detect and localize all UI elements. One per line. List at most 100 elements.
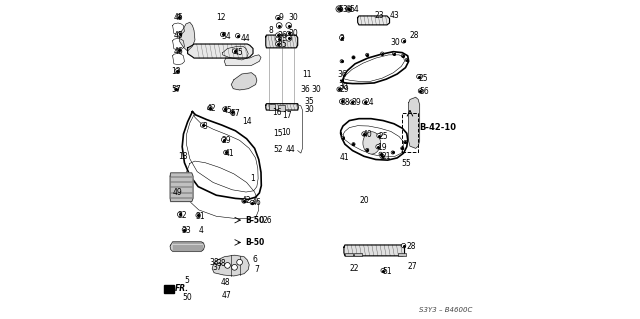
Text: 6: 6 bbox=[252, 256, 257, 264]
Text: B-42-10: B-42-10 bbox=[419, 123, 456, 132]
Text: 37: 37 bbox=[212, 263, 222, 272]
Polygon shape bbox=[266, 35, 298, 48]
Circle shape bbox=[340, 60, 343, 63]
Polygon shape bbox=[231, 73, 257, 90]
Circle shape bbox=[177, 48, 181, 53]
Text: 55: 55 bbox=[401, 159, 411, 168]
Text: 30: 30 bbox=[304, 105, 314, 114]
Text: 30: 30 bbox=[289, 13, 298, 22]
Circle shape bbox=[346, 6, 352, 12]
Circle shape bbox=[177, 212, 182, 217]
Circle shape bbox=[381, 52, 384, 55]
Ellipse shape bbox=[363, 132, 380, 154]
Circle shape bbox=[287, 31, 291, 36]
Text: 34: 34 bbox=[221, 32, 231, 41]
Circle shape bbox=[362, 100, 367, 104]
Text: 50: 50 bbox=[182, 293, 192, 302]
Circle shape bbox=[276, 23, 282, 28]
Circle shape bbox=[223, 150, 228, 155]
Circle shape bbox=[404, 140, 407, 144]
Text: 8: 8 bbox=[268, 26, 273, 35]
Text: 48: 48 bbox=[220, 278, 230, 287]
Text: 36: 36 bbox=[277, 31, 287, 40]
Text: 14: 14 bbox=[242, 117, 252, 126]
Circle shape bbox=[276, 42, 280, 46]
Circle shape bbox=[348, 8, 350, 10]
Circle shape bbox=[417, 74, 421, 79]
Text: 32: 32 bbox=[177, 211, 187, 220]
Text: 36: 36 bbox=[337, 70, 348, 78]
Text: 30: 30 bbox=[311, 85, 321, 94]
Circle shape bbox=[352, 143, 355, 146]
Circle shape bbox=[276, 36, 282, 42]
Text: 30: 30 bbox=[339, 82, 348, 91]
Text: 43: 43 bbox=[390, 11, 399, 20]
Text: 11: 11 bbox=[303, 70, 312, 78]
Text: 41: 41 bbox=[339, 153, 349, 162]
Text: 3: 3 bbox=[202, 122, 207, 130]
Text: 49: 49 bbox=[173, 189, 182, 197]
Circle shape bbox=[286, 23, 292, 28]
Polygon shape bbox=[266, 104, 298, 110]
Circle shape bbox=[225, 263, 230, 268]
Circle shape bbox=[339, 99, 344, 104]
Circle shape bbox=[419, 89, 422, 93]
Text: 56: 56 bbox=[420, 87, 429, 96]
Circle shape bbox=[337, 7, 342, 11]
Circle shape bbox=[221, 137, 226, 142]
Circle shape bbox=[376, 145, 380, 149]
Circle shape bbox=[220, 32, 225, 37]
Text: 18: 18 bbox=[178, 152, 188, 161]
Text: 45: 45 bbox=[173, 31, 183, 40]
Text: 40: 40 bbox=[363, 130, 373, 139]
Circle shape bbox=[401, 54, 404, 57]
Circle shape bbox=[250, 200, 255, 205]
Circle shape bbox=[339, 35, 344, 40]
Text: 29: 29 bbox=[221, 136, 231, 145]
Circle shape bbox=[337, 87, 341, 92]
Circle shape bbox=[380, 154, 385, 159]
Text: FR.: FR. bbox=[175, 284, 189, 293]
Circle shape bbox=[379, 152, 382, 155]
Text: S3Y3 – B4600C: S3Y3 – B4600C bbox=[419, 307, 472, 313]
Circle shape bbox=[336, 6, 342, 12]
Circle shape bbox=[362, 132, 366, 136]
Text: 38: 38 bbox=[340, 98, 350, 107]
Text: 51: 51 bbox=[382, 267, 392, 276]
Circle shape bbox=[276, 33, 280, 37]
Text: 20: 20 bbox=[360, 197, 369, 205]
Bar bbox=[345, 253, 353, 256]
Text: 17: 17 bbox=[282, 111, 292, 120]
Text: 42: 42 bbox=[207, 104, 216, 113]
Polygon shape bbox=[170, 173, 193, 202]
Text: 21: 21 bbox=[381, 152, 391, 161]
Polygon shape bbox=[170, 242, 205, 251]
Text: 29: 29 bbox=[340, 85, 349, 94]
Text: 45: 45 bbox=[223, 106, 232, 115]
Text: 30: 30 bbox=[289, 29, 298, 38]
Circle shape bbox=[242, 199, 246, 203]
Circle shape bbox=[377, 133, 381, 138]
Text: 38: 38 bbox=[209, 258, 219, 267]
Circle shape bbox=[338, 8, 340, 10]
Circle shape bbox=[365, 53, 369, 56]
Bar bbox=[403, 113, 418, 152]
Text: 54: 54 bbox=[349, 5, 359, 14]
Polygon shape bbox=[340, 52, 409, 84]
Circle shape bbox=[237, 259, 243, 265]
Text: 12: 12 bbox=[216, 13, 226, 22]
Text: 27: 27 bbox=[408, 262, 417, 271]
Circle shape bbox=[392, 52, 396, 55]
Text: 22: 22 bbox=[349, 264, 359, 273]
Circle shape bbox=[286, 35, 292, 41]
Circle shape bbox=[349, 100, 354, 104]
Text: 30: 30 bbox=[390, 38, 400, 47]
Circle shape bbox=[236, 33, 240, 38]
Text: 47: 47 bbox=[222, 291, 232, 300]
Bar bbox=[355, 253, 362, 256]
Text: 10: 10 bbox=[281, 128, 291, 137]
Circle shape bbox=[196, 213, 200, 218]
Circle shape bbox=[200, 123, 205, 127]
Text: 19: 19 bbox=[378, 143, 387, 152]
Text: 13: 13 bbox=[172, 67, 181, 76]
